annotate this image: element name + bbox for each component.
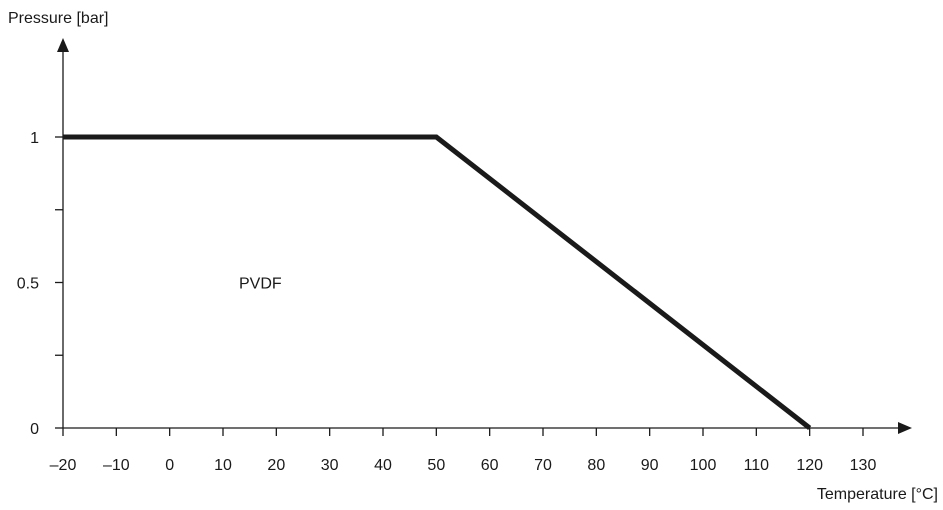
- y-ticks: 00.51: [17, 130, 63, 438]
- x-tick-label: 60: [481, 457, 499, 474]
- axes: [57, 38, 912, 434]
- x-tick-label: 100: [690, 457, 717, 474]
- y-tick-label: 1: [30, 130, 39, 147]
- x-tick-label: 30: [321, 457, 339, 474]
- x-tick-label: 90: [641, 457, 659, 474]
- x-tick-label: 110: [744, 457, 770, 474]
- series-layer: [63, 134, 812, 430]
- x-tick-label: –20: [50, 457, 77, 474]
- x-tick-label: 0: [165, 457, 174, 474]
- x-tick-label: 120: [796, 457, 823, 474]
- x-tick-label: 70: [534, 457, 552, 474]
- x-axis-arrow-icon: [898, 422, 912, 434]
- y-tick-label: 0.5: [17, 276, 39, 293]
- material-annotation: PVDF: [239, 276, 282, 293]
- x-tick-label: 10: [214, 457, 232, 474]
- x-ticks: –20 –10 0 10 20 30 40 50 60 70 80 90 100 110 120 130: [50, 428, 877, 474]
- series-line: [63, 134, 812, 430]
- x-tick-label: 80: [587, 457, 605, 474]
- y-axis-label: Pressure [bar]: [8, 10, 108, 27]
- x-tick-label: –10: [103, 457, 130, 474]
- x-tick-label: 50: [427, 457, 445, 474]
- x-tick-label: 130: [850, 457, 877, 474]
- y-tick-label: 0: [30, 421, 39, 438]
- x-tick-label: 40: [374, 457, 392, 474]
- x-axis-label: Temperature [°C]: [817, 486, 938, 503]
- annotation-layer: PVDF: [239, 276, 282, 293]
- y-axis-arrow-icon: [57, 38, 69, 52]
- x-tick-label: 20: [267, 457, 285, 474]
